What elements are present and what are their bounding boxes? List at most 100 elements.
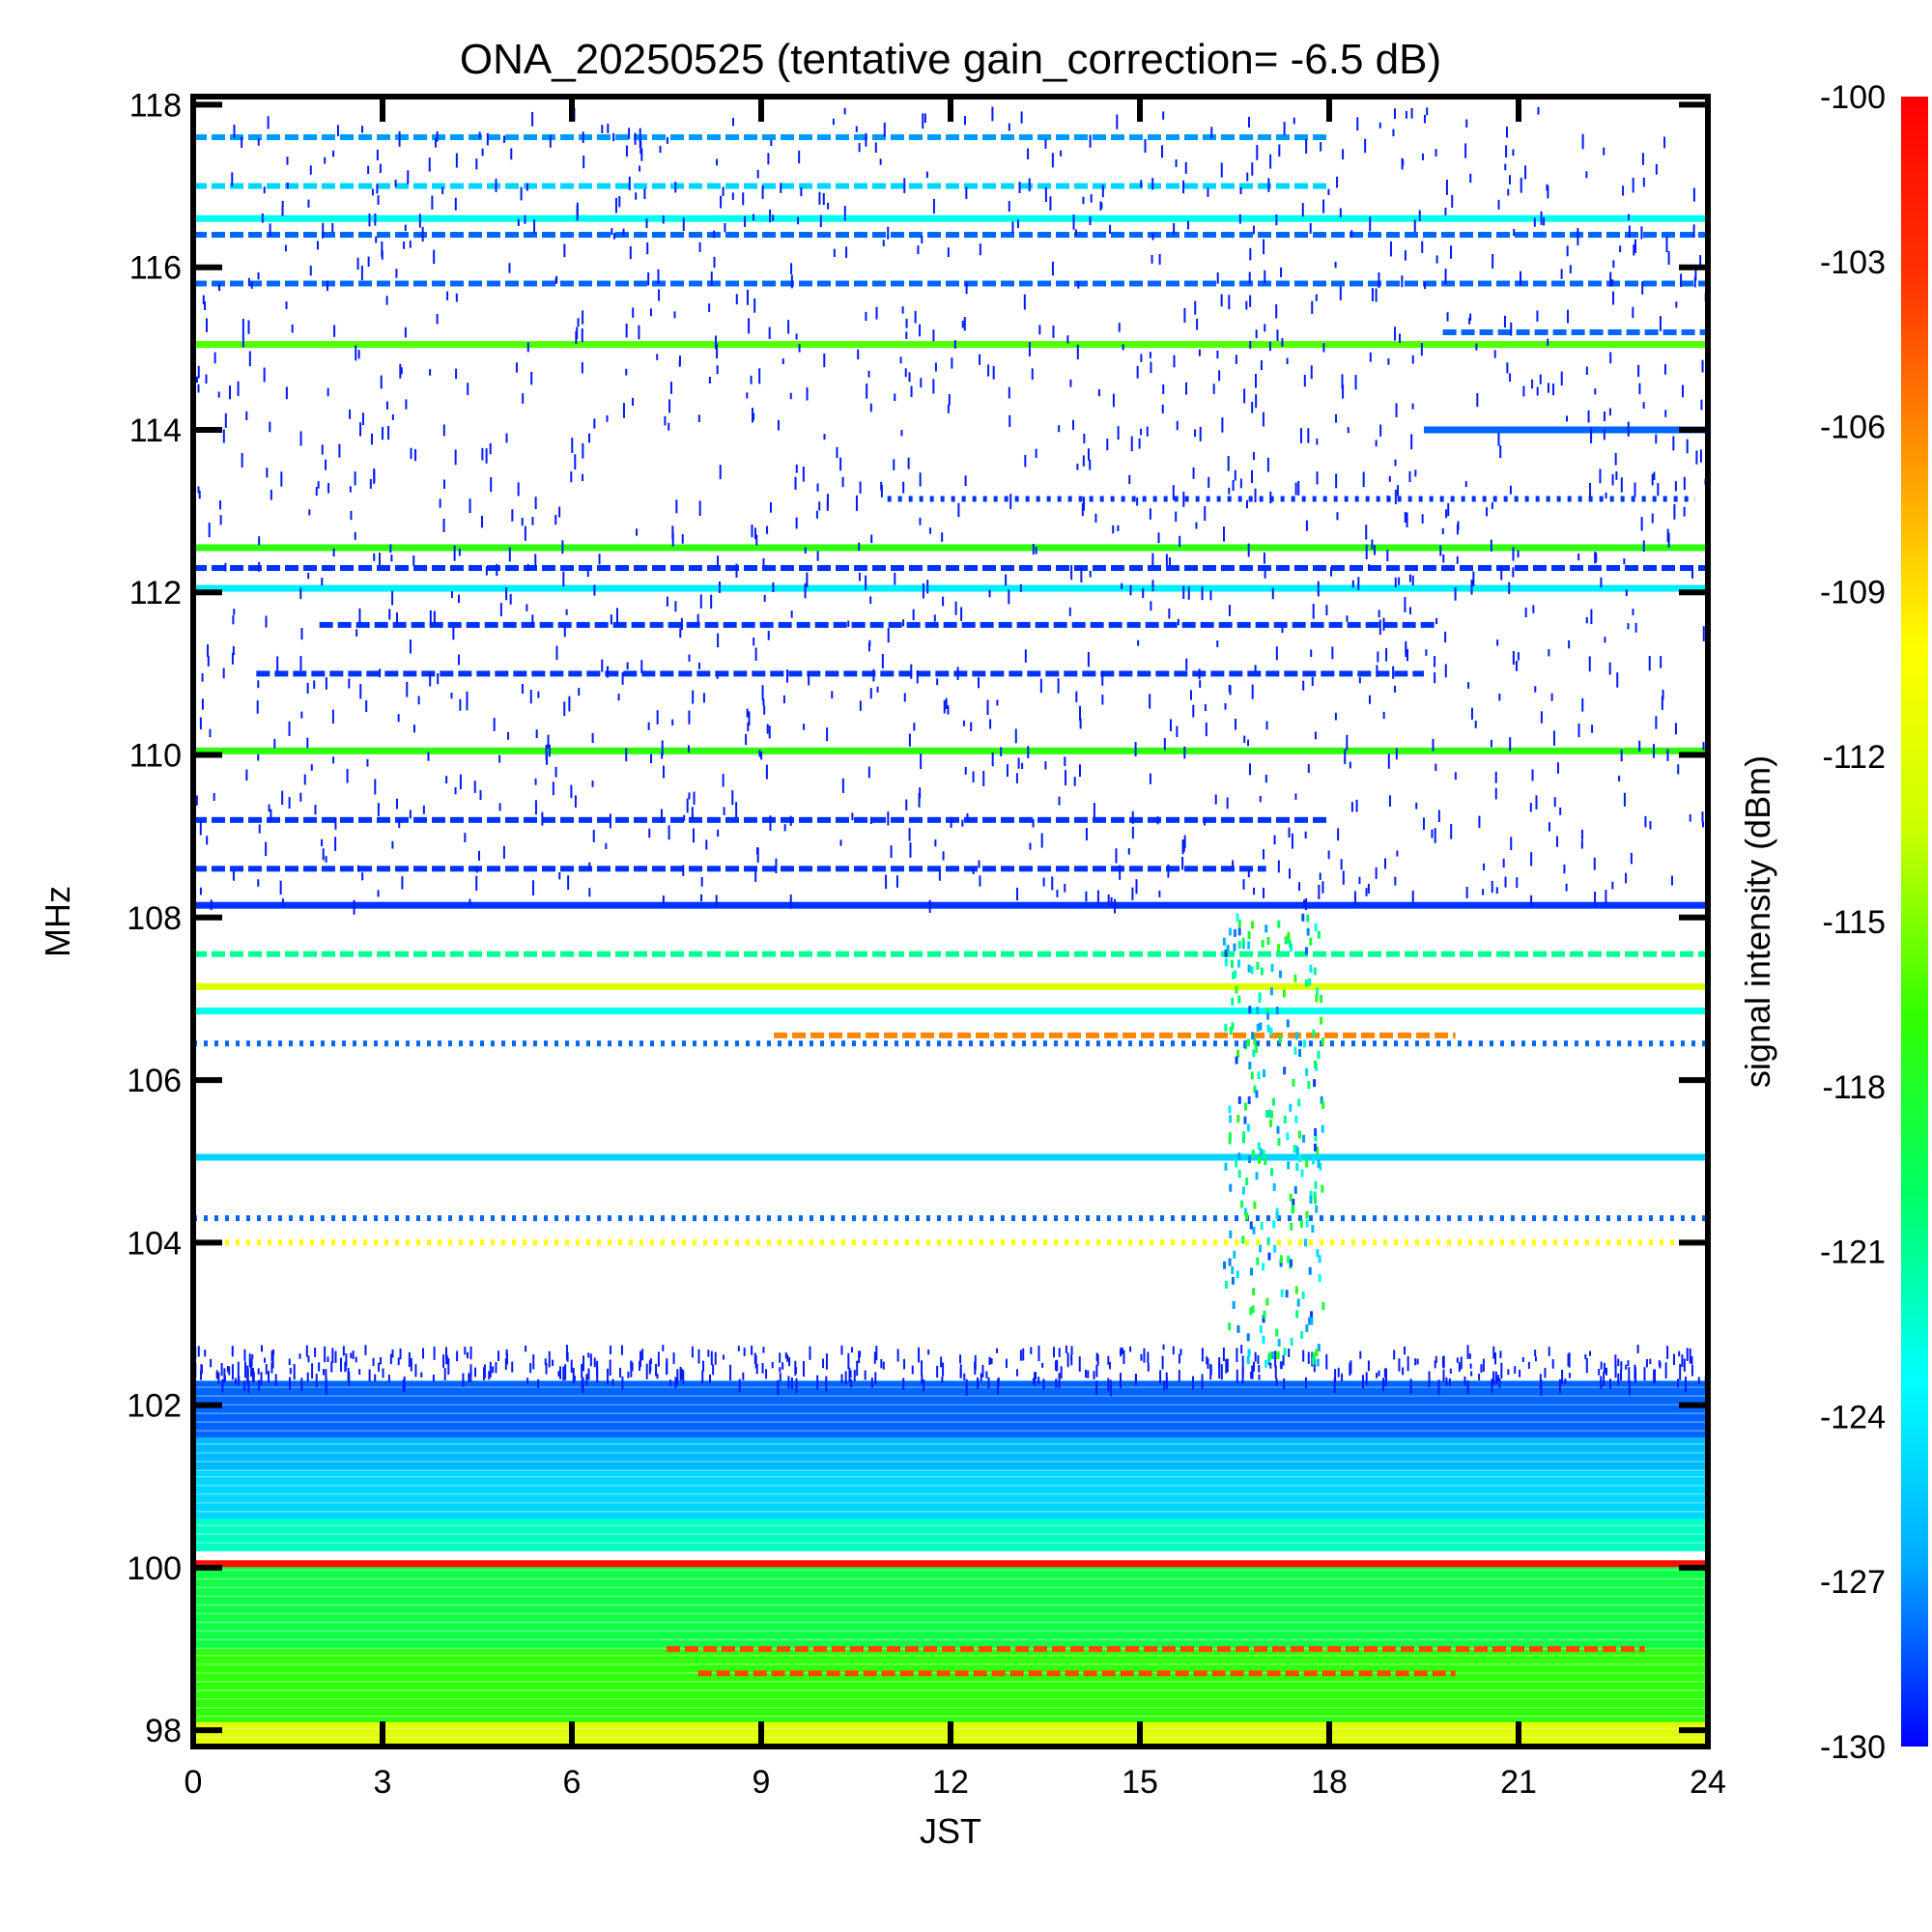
signal-line — [193, 280, 1708, 287]
y-tick-label: 114 — [129, 412, 182, 449]
signal-line — [193, 982, 1708, 990]
heatmap-layer — [193, 106, 1708, 1747]
colorbar-ticks: -100 -103 -106 -109 -112 -115 -118 -121 -124 -127… — [1820, 79, 1886, 1766]
band-striation — [193, 1452, 1708, 1454]
x-tick-label: 18 — [1311, 1764, 1348, 1801]
signal-line — [193, 1215, 1706, 1222]
colorbar-tick-label: -124 — [1820, 1399, 1886, 1435]
signal-line — [1442, 329, 1708, 335]
y-tick-label: 116 — [129, 250, 182, 287]
colorbar-tick-label: -121 — [1820, 1235, 1886, 1271]
y-tick-label: 108 — [127, 900, 182, 937]
band-striation — [193, 1621, 1708, 1624]
signal-line — [193, 1040, 1706, 1047]
band-striation — [193, 1404, 1708, 1406]
band-striation — [193, 1412, 1708, 1414]
signal-line — [193, 1239, 1706, 1246]
signal-line — [774, 1032, 1456, 1038]
band-striation — [193, 1630, 1708, 1633]
signal-line — [193, 747, 1708, 754]
band-striation — [193, 1461, 1708, 1463]
y-tick-label: 98 — [145, 1713, 182, 1749]
band-striation — [193, 1510, 1708, 1513]
colorbar-tick-label: -106 — [1820, 410, 1886, 446]
band-striation — [193, 1655, 1708, 1657]
band-striation — [193, 1577, 1708, 1580]
band-striation — [193, 1604, 1708, 1606]
y-tick-label: 110 — [129, 738, 182, 775]
spectrum-band — [193, 1437, 1708, 1470]
noise-speckles — [194, 106, 1708, 1397]
y-tick-label: 112 — [129, 575, 182, 611]
band-striation — [193, 1672, 1708, 1674]
x-tick-label: 3 — [374, 1764, 392, 1801]
signal-line — [193, 901, 1708, 909]
band-striation — [193, 1475, 1708, 1478]
band-striation — [193, 1586, 1708, 1589]
signal-line — [697, 1670, 1456, 1677]
band-striation — [193, 1484, 1708, 1487]
colorbar-tick-label: -109 — [1820, 574, 1886, 611]
x-axis: 0 3 6 9 12 15 18 21 24 — [185, 97, 1726, 1801]
signal-line — [193, 1008, 1708, 1015]
x-tick-label: 6 — [563, 1764, 582, 1801]
band-striation — [193, 1443, 1708, 1445]
spectrum-band — [193, 1380, 1708, 1438]
signal-line — [319, 621, 1435, 628]
signal-line — [193, 584, 1708, 592]
signal-line — [667, 1646, 1645, 1653]
x-axis-label: JST — [920, 1811, 981, 1851]
y-tick-label: 118 — [129, 87, 182, 124]
band-striation — [193, 1707, 1708, 1709]
band-striation — [193, 1681, 1708, 1683]
band-striation — [193, 1492, 1708, 1495]
band-striation — [193, 1698, 1708, 1700]
signal-line — [193, 341, 1708, 349]
band-striation — [193, 1533, 1708, 1535]
signal-line — [193, 544, 1708, 552]
colorbar-tick-label: -100 — [1820, 79, 1886, 116]
signal-line — [193, 1560, 1708, 1568]
band-striation — [193, 1542, 1708, 1544]
x-tick-label: 21 — [1500, 1764, 1537, 1801]
signal-line — [193, 232, 1708, 239]
y-tick-label: 104 — [127, 1225, 182, 1262]
y-tick-label: 106 — [127, 1063, 182, 1099]
band-striation — [193, 1612, 1708, 1615]
x-tick-label: 12 — [932, 1764, 969, 1801]
band-striation — [193, 1716, 1708, 1718]
y-tick-label: 100 — [127, 1550, 182, 1587]
colorbar-tick-label: -112 — [1822, 739, 1886, 776]
signal-line — [193, 134, 1326, 141]
band-striation — [193, 1501, 1708, 1504]
band-striation — [193, 1469, 1708, 1471]
x-tick-label: 9 — [753, 1764, 771, 1801]
spectrum-band — [193, 1563, 1708, 1650]
x-tick-label: 0 — [185, 1764, 203, 1801]
spectrum-band — [193, 1469, 1708, 1520]
colorbar-tick-label: -130 — [1820, 1729, 1886, 1766]
signal-line — [193, 816, 1326, 823]
colorbar-label: signal intensity (dBm) — [1738, 755, 1777, 1088]
spectrum-band — [193, 1519, 1708, 1552]
signal-line — [193, 214, 1708, 222]
signal-line — [193, 1153, 1708, 1161]
band-striation — [193, 1595, 1708, 1598]
y-axis: 98 100 102 104 106 108 110 112 114 116 118 — [127, 87, 1708, 1749]
band-striation — [193, 1524, 1708, 1526]
band-striation — [193, 1421, 1708, 1423]
y-tick-label: 102 — [127, 1388, 182, 1425]
band-striation — [193, 1395, 1708, 1397]
chart-title: ONA_20250525 (tentative gain_correction=… — [460, 36, 1441, 83]
colorbar-tick-label: -115 — [1822, 904, 1886, 941]
signal-line — [193, 565, 1708, 571]
x-tick-label: 15 — [1122, 1764, 1158, 1801]
signal-line — [193, 951, 1708, 957]
band-striation — [193, 1430, 1708, 1432]
band-striation — [193, 1386, 1708, 1388]
signal-line — [193, 183, 1326, 189]
x-tick-label: 24 — [1690, 1764, 1726, 1801]
band-striation — [193, 1638, 1708, 1641]
colorbar-tick-label: -118 — [1822, 1069, 1886, 1106]
